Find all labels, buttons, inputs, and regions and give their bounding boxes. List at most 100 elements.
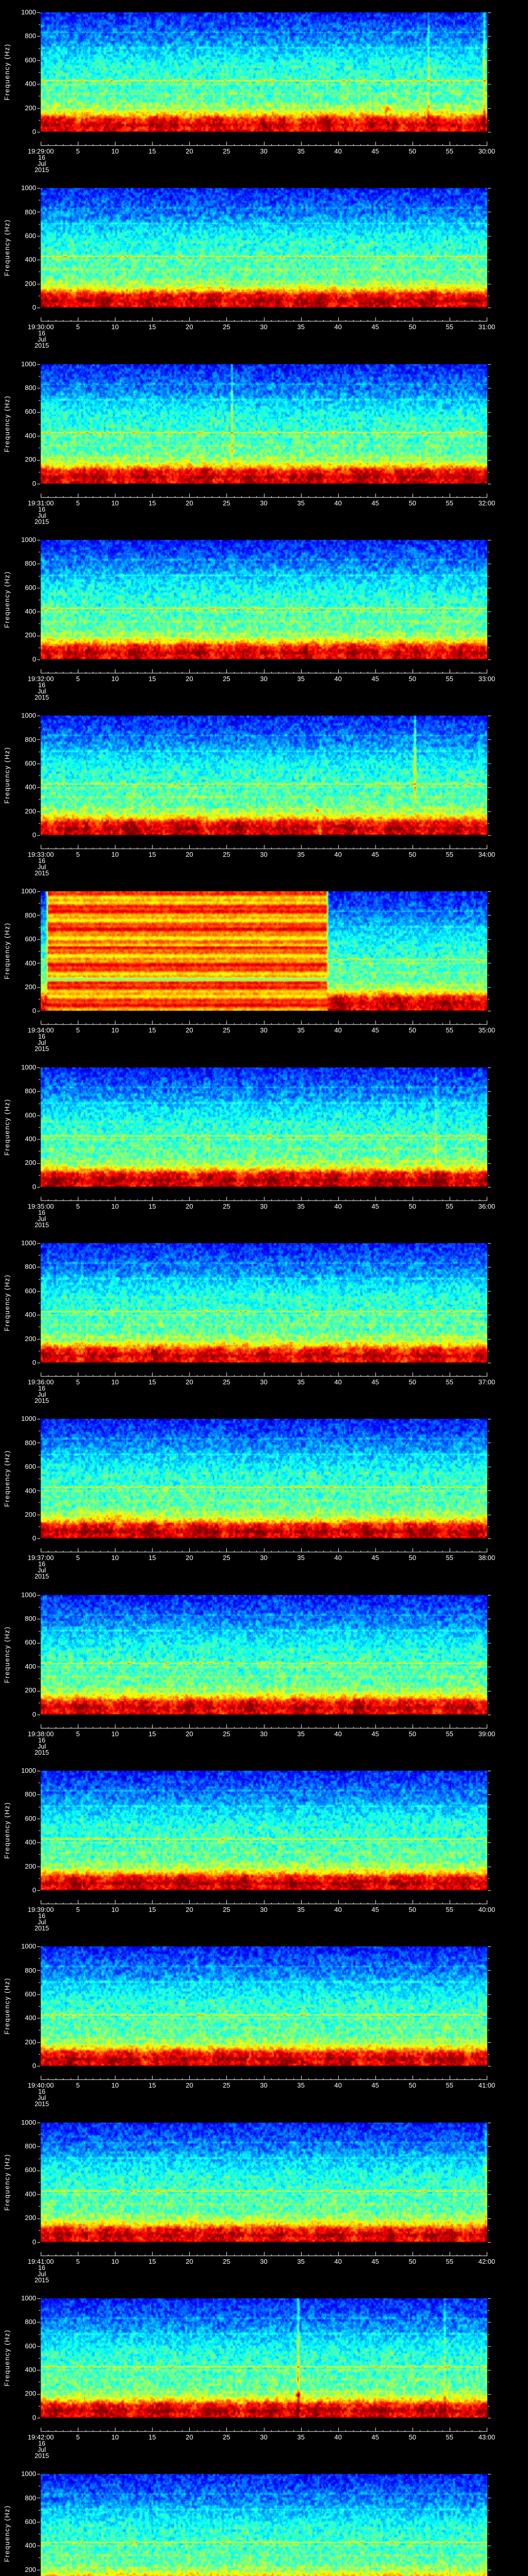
x-tick-label: 25 — [223, 147, 230, 155]
y-tick-label: 200 — [25, 2038, 36, 2046]
x-tick-label: 5 — [76, 499, 80, 507]
y-tick-label: 800 — [25, 383, 36, 392]
x-tick-label: 30 — [260, 323, 268, 331]
x-tick-label: 20 — [186, 147, 193, 155]
y-tick-label: 600 — [25, 56, 36, 64]
x-tick-label: 5 — [76, 323, 80, 331]
x-tick-label: 25 — [223, 1378, 230, 1386]
y-axis-label: Frequency (Hz) — [3, 1274, 11, 1332]
x-tick-label: 55 — [446, 851, 454, 859]
date-line: 16 — [38, 154, 45, 161]
y-tick-label: 200 — [25, 983, 36, 991]
spectrogram-canvas — [0, 2110, 528, 2285]
date-label: 16 Jul 2015 — [35, 682, 49, 701]
y-tick-label: 1000 — [21, 1942, 36, 1951]
x-tick-label: 55 — [446, 674, 454, 683]
x-axis-end-time: 39:00 — [478, 1730, 496, 1738]
date-label: 16 Jul 2015 — [35, 506, 49, 525]
date-line: Jul — [38, 1742, 46, 1750]
y-tick-label: 0 — [32, 1886, 36, 1894]
y-tick-label: 0 — [32, 303, 36, 312]
date-line: Jul — [38, 160, 46, 167]
spectrogram-panel: Frequency (Hz) 0 200 400 600 800 1000 19:30:0… — [0, 176, 528, 352]
x-tick-label: 50 — [408, 2433, 417, 2441]
date-line: Jul — [38, 1567, 46, 1574]
x-tick-label: 15 — [148, 2257, 156, 2265]
x-tick-label: 30 — [260, 147, 268, 155]
x-tick-label: 35 — [297, 1378, 305, 1386]
date-label: 16 Jul 2015 — [35, 1385, 49, 1404]
y-tick-label: 800 — [25, 560, 36, 568]
x-tick-label: 45 — [371, 2257, 379, 2265]
x-tick-label: 55 — [446, 1026, 454, 1035]
y-tick-label: 1000 — [21, 2294, 36, 2302]
spectrogram-panel: Frequency (Hz) 0 200 400 600 800 1000 19:33:0… — [0, 703, 528, 879]
x-tick-label: 35 — [297, 1905, 305, 1913]
x-tick-label: 50 — [408, 499, 417, 507]
date-label: 16 Jul 2015 — [35, 1561, 49, 1580]
x-tick-label: 30 — [260, 1905, 268, 1913]
x-tick-label: 10 — [111, 674, 119, 683]
date-label: 16 Jul 2015 — [35, 858, 49, 877]
x-tick-label: 35 — [297, 323, 305, 331]
y-tick-label: 1000 — [21, 1063, 36, 1071]
x-tick-label: 50 — [408, 1202, 417, 1210]
y-tick-label: 600 — [25, 232, 36, 240]
date-line: 16 — [38, 1385, 45, 1393]
x-tick-label: 15 — [148, 323, 156, 331]
x-tick-label: 35 — [297, 851, 305, 859]
y-tick-label: 0 — [32, 1182, 36, 1191]
y-tick-label: 600 — [25, 583, 36, 591]
x-axis-end-time: 40:00 — [478, 1905, 496, 1913]
x-tick-label: 40 — [334, 1202, 342, 1210]
y-tick-label: 1000 — [21, 887, 36, 895]
x-tick-label: 25 — [223, 323, 230, 331]
x-axis-start-time: 19:31:00 — [27, 499, 54, 507]
spectrogram-panel: Frequency (Hz) 0 200 400 600 800 1000 19:31:0… — [0, 351, 528, 528]
spectrogram-panel: Frequency (Hz) 0 200 400 600 800 1000 19:42:0… — [0, 2285, 528, 2462]
x-tick-label: 45 — [371, 323, 379, 331]
x-tick-label: 15 — [148, 1378, 156, 1386]
x-tick-label: 50 — [408, 147, 417, 155]
x-tick-label: 40 — [334, 1026, 342, 1035]
x-tick-label: 45 — [371, 1378, 379, 1386]
y-axis-label: Frequency (Hz) — [3, 1626, 11, 1683]
x-tick-label: 50 — [408, 2257, 417, 2265]
y-tick-label: 0 — [32, 479, 36, 487]
x-tick-label: 15 — [148, 1202, 156, 1210]
spectrogram-panel: Frequency (Hz) 0 200 400 600 800 1000 19:40:0… — [0, 1934, 528, 2110]
x-tick-label: 55 — [446, 1202, 454, 1210]
x-tick-label: 15 — [148, 851, 156, 859]
x-tick-label: 30 — [260, 1730, 268, 1738]
y-tick-label: 1000 — [21, 184, 36, 192]
x-tick-label: 20 — [186, 323, 193, 331]
x-tick-label: 50 — [408, 323, 417, 331]
spectrogram-canvas — [0, 527, 528, 703]
date-line: 2015 — [35, 1573, 49, 1581]
y-tick-label: 200 — [25, 1686, 36, 1694]
x-tick-label: 45 — [371, 674, 379, 683]
y-tick-label: 600 — [25, 1990, 36, 1998]
y-tick-label: 1000 — [21, 1239, 36, 1247]
x-axis-end-time: 42:00 — [478, 2257, 496, 2265]
x-tick-label: 5 — [76, 1378, 80, 1386]
x-tick-label: 25 — [223, 2433, 230, 2441]
y-tick-label: 200 — [25, 104, 36, 112]
y-tick-label: 200 — [25, 279, 36, 287]
x-tick-label: 15 — [148, 2433, 156, 2441]
x-tick-label: 55 — [446, 1554, 454, 1562]
x-axis-end-time: 30:00 — [478, 147, 496, 155]
y-tick-label: 800 — [25, 2494, 36, 2502]
date-line: Jul — [38, 1391, 46, 1399]
x-tick-label: 40 — [334, 2081, 342, 2090]
date-line: Jul — [38, 1215, 46, 1223]
y-tick-label: 800 — [25, 911, 36, 919]
y-tick-label: 0 — [32, 1710, 36, 1718]
y-tick-label: 800 — [25, 2318, 36, 2326]
x-tick-label: 5 — [76, 2257, 80, 2265]
x-tick-label: 5 — [76, 1730, 80, 1738]
y-tick-label: 800 — [25, 1615, 36, 1623]
date-line: 2015 — [35, 2100, 49, 2108]
date-line: Jul — [38, 2094, 46, 2102]
date-line: 16 — [38, 2088, 45, 2096]
